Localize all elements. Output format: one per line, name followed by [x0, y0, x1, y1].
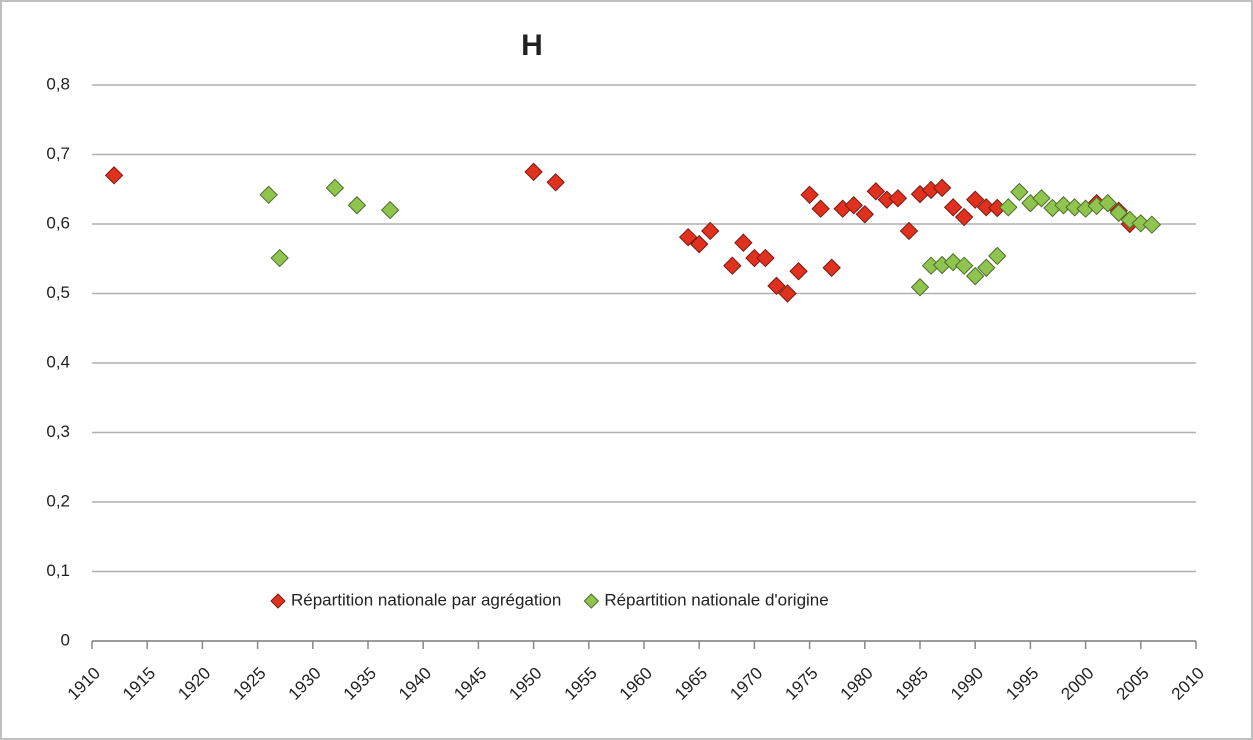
- point: [325, 178, 345, 198]
- point: [767, 276, 786, 296]
- point: [756, 248, 775, 268]
- point: [259, 185, 278, 205]
- point: [977, 258, 996, 277]
- point: [988, 246, 1007, 266]
- point: [943, 198, 963, 217]
- point: [701, 221, 720, 241]
- y-tick-label: 0,2: [46, 491, 70, 510]
- point: [778, 284, 797, 303]
- y-tick-label: 0,4: [46, 352, 70, 371]
- y-tick-label: 0,1: [46, 561, 70, 580]
- point: [800, 185, 819, 205]
- legend-marker: [583, 593, 600, 609]
- point: [546, 173, 565, 192]
- point: [734, 233, 753, 252]
- point: [844, 196, 863, 215]
- point: [1010, 182, 1029, 202]
- point: [380, 200, 400, 220]
- point: [689, 234, 709, 254]
- point: [1142, 215, 1162, 234]
- legend-label: Répartition nationale d'origine: [604, 590, 828, 609]
- point: [910, 278, 930, 297]
- point: [954, 207, 974, 227]
- point: [104, 166, 124, 185]
- point: [1131, 214, 1151, 233]
- point: [789, 262, 808, 281]
- legend-label: Répartition nationale par agrégation: [291, 590, 561, 609]
- chart-title: H: [521, 29, 543, 62]
- point: [270, 248, 289, 268]
- legend-marker: [270, 593, 286, 609]
- point: [347, 196, 367, 215]
- point: [965, 190, 985, 209]
- point: [1065, 198, 1084, 217]
- point: [866, 182, 886, 201]
- point: [932, 178, 952, 198]
- point: [1098, 193, 1117, 213]
- y-tick-label: 0,3: [46, 422, 70, 441]
- point: [678, 227, 698, 247]
- y-tick-label: 0,8: [46, 74, 70, 93]
- y-tick-label: 0,5: [46, 283, 70, 302]
- y-tick-label: 0,7: [46, 144, 70, 163]
- point: [855, 205, 875, 224]
- y-tick-label: 0: [61, 630, 70, 649]
- point: [811, 199, 830, 218]
- point: [954, 256, 974, 275]
- point: [1032, 189, 1051, 208]
- point: [999, 198, 1018, 217]
- point: [965, 266, 985, 286]
- y-tick-label: 0,6: [46, 213, 70, 232]
- point: [822, 258, 841, 277]
- point: [723, 256, 742, 275]
- point: [524, 162, 543, 182]
- point: [1109, 203, 1128, 223]
- point: [899, 221, 919, 241]
- series: [259, 178, 1162, 297]
- point: [888, 189, 908, 208]
